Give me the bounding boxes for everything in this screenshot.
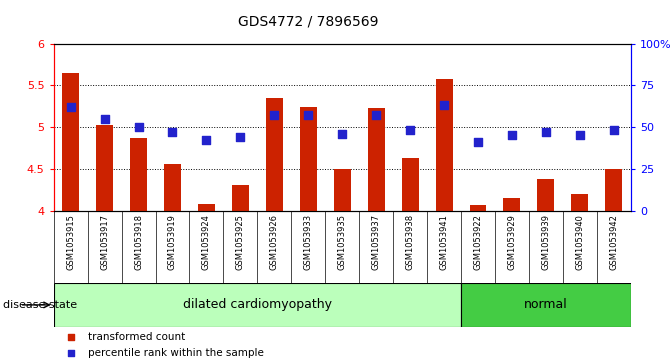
Text: normal: normal bbox=[524, 298, 568, 311]
Point bbox=[235, 134, 246, 140]
Text: GSM1053940: GSM1053940 bbox=[575, 214, 584, 270]
Bar bbox=[605, 169, 622, 211]
Text: GSM1053942: GSM1053942 bbox=[609, 214, 618, 270]
Bar bbox=[537, 179, 554, 211]
Text: dilated cardiomyopathy: dilated cardiomyopathy bbox=[183, 298, 332, 311]
Bar bbox=[503, 198, 521, 211]
Point bbox=[337, 131, 348, 136]
Point bbox=[507, 132, 517, 138]
Bar bbox=[461, 283, 631, 327]
Bar bbox=[333, 169, 351, 211]
Bar bbox=[266, 98, 282, 211]
Bar bbox=[435, 79, 452, 211]
Text: GSM1053937: GSM1053937 bbox=[372, 214, 380, 270]
Point bbox=[609, 127, 619, 133]
Point bbox=[167, 129, 178, 135]
Text: disease state: disease state bbox=[3, 300, 77, 310]
Text: GSM1053918: GSM1053918 bbox=[134, 214, 143, 270]
Text: GSM1053922: GSM1053922 bbox=[474, 214, 482, 270]
Text: GSM1053915: GSM1053915 bbox=[66, 214, 75, 270]
Bar bbox=[62, 73, 79, 211]
Text: percentile rank within the sample: percentile rank within the sample bbox=[89, 348, 264, 358]
Bar bbox=[402, 158, 419, 211]
Text: GSM1053925: GSM1053925 bbox=[236, 214, 245, 270]
Bar bbox=[300, 107, 317, 211]
Text: GSM1053938: GSM1053938 bbox=[405, 214, 415, 270]
Point bbox=[269, 113, 280, 118]
Text: GSM1053941: GSM1053941 bbox=[440, 214, 448, 270]
Point bbox=[574, 132, 585, 138]
Text: GSM1053929: GSM1053929 bbox=[507, 214, 517, 270]
Bar bbox=[571, 194, 588, 211]
Text: GSM1053919: GSM1053919 bbox=[168, 214, 177, 270]
Text: GSM1053917: GSM1053917 bbox=[100, 214, 109, 270]
Point bbox=[133, 124, 144, 130]
Point bbox=[472, 139, 483, 145]
Text: transformed count: transformed count bbox=[89, 331, 186, 342]
Text: GSM1053935: GSM1053935 bbox=[338, 214, 347, 270]
Text: GDS4772 / 7896569: GDS4772 / 7896569 bbox=[238, 15, 379, 29]
Point bbox=[201, 138, 212, 143]
Bar bbox=[232, 185, 249, 211]
Point bbox=[439, 102, 450, 108]
Point bbox=[65, 104, 76, 110]
Point bbox=[303, 113, 313, 118]
Point bbox=[495, 132, 505, 138]
Point bbox=[405, 127, 415, 133]
Point bbox=[371, 113, 382, 118]
Bar bbox=[130, 138, 147, 211]
Text: GSM1053926: GSM1053926 bbox=[270, 214, 279, 270]
Point bbox=[495, 281, 505, 286]
Bar bbox=[368, 108, 384, 211]
Text: GSM1053933: GSM1053933 bbox=[304, 214, 313, 270]
Bar bbox=[96, 125, 113, 211]
Point bbox=[99, 116, 110, 122]
Bar bbox=[470, 205, 486, 211]
Bar bbox=[164, 164, 181, 211]
Bar bbox=[198, 204, 215, 211]
Point bbox=[541, 129, 552, 135]
Bar bbox=[54, 283, 461, 327]
Text: GSM1053924: GSM1053924 bbox=[202, 214, 211, 270]
Text: GSM1053939: GSM1053939 bbox=[541, 214, 550, 270]
